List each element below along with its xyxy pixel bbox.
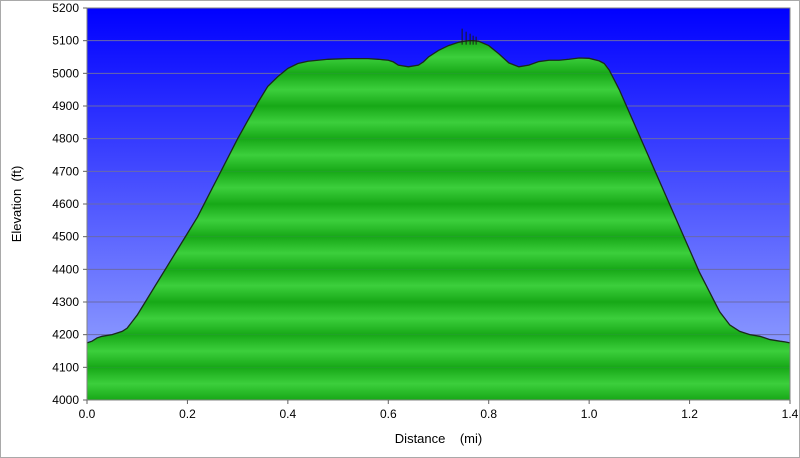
x-tick-label: 1.2 <box>681 407 698 421</box>
y-tick-label: 5000 <box>52 66 79 80</box>
x-tick-label: 0.6 <box>380 407 397 421</box>
x-tick-label: 1.0 <box>581 407 598 421</box>
elevation-profile-line <box>86 40 791 344</box>
summit-marker <box>461 28 477 45</box>
area-band <box>87 367 790 400</box>
area-band <box>87 236 790 270</box>
y-axis-ticks: 4000 4100 4200 4300 4400 4500 4600 4700 4800 4900… <box>52 1 87 407</box>
y-tick-label: 4000 <box>52 393 79 407</box>
area-band <box>87 269 790 302</box>
y-tick-label: 5100 <box>52 34 79 48</box>
x-tick-label: 0.4 <box>280 407 297 421</box>
y-tick-label: 4600 <box>52 197 79 211</box>
area-band <box>87 334 790 368</box>
y-tick-label: 4900 <box>52 99 79 113</box>
area-band <box>87 302 790 335</box>
x-tick-label: 1.4 <box>782 407 799 421</box>
y-tick-label: 4100 <box>52 360 79 374</box>
x-tick-label: 0.8 <box>480 407 497 421</box>
x-tick-label: 0.0 <box>79 407 96 421</box>
y-tick-label: 4500 <box>52 230 79 244</box>
x-axis-ticks: 0.0 0.2 0.4 0.6 0.8 1.0 1.2 1.4 <box>79 400 799 421</box>
x-tick-label: 0.2 <box>179 407 196 421</box>
x-axis-title: Distance (mi) <box>395 431 482 446</box>
y-axis-title: Elevation (ft) <box>9 166 24 243</box>
y-tick-label: 5200 <box>52 1 79 15</box>
y-tick-label: 4300 <box>52 295 79 309</box>
y-tick-label: 4800 <box>52 132 79 146</box>
y-tick-label: 4400 <box>52 262 79 276</box>
y-tick-label: 4700 <box>52 164 79 178</box>
y-tick-label: 4200 <box>52 328 79 342</box>
